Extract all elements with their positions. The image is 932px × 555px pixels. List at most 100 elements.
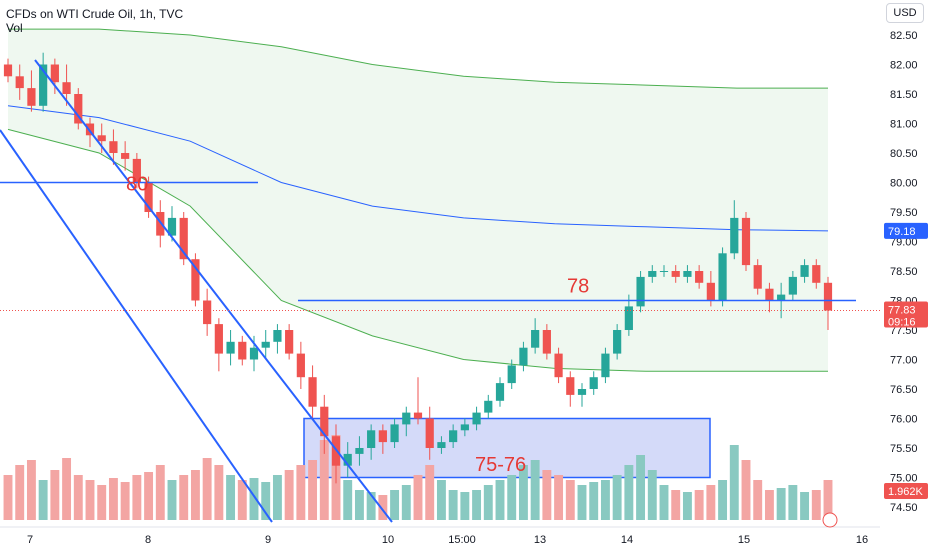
volume-bar: [565, 480, 575, 520]
volume-bar: [589, 482, 599, 520]
volume-bar: [73, 475, 83, 520]
candle-body: [144, 182, 153, 212]
volume-bar: [214, 465, 224, 520]
candle-body: [167, 217, 177, 236]
candle-body: [249, 347, 259, 360]
time-tick-label: 16: [856, 534, 868, 546]
volume-bar: [800, 492, 810, 520]
price-tick-label: 81.50: [890, 89, 918, 101]
candle-body: [554, 353, 563, 378]
price-tick-label: 80.50: [890, 148, 918, 160]
volume-bar: [554, 475, 564, 520]
candle-body: [519, 347, 528, 366]
volume-bar: [261, 482, 271, 520]
candle-body: [261, 341, 270, 348]
candle-body: [648, 271, 657, 277]
volume-bar: [401, 485, 411, 520]
volume-bar: [179, 475, 189, 520]
candle-body: [132, 158, 141, 183]
candle-body: [85, 123, 95, 136]
mid-value-badge: 79.18: [884, 222, 928, 239]
candle-body: [577, 389, 587, 395]
volume-bar: [577, 485, 587, 520]
candle-body: [308, 377, 317, 407]
envelope-mid-line: [7, 105, 829, 232]
volume-bar: [682, 492, 692, 520]
candle-body: [484, 400, 493, 413]
volume-bar: [284, 470, 294, 520]
volume-bar: [15, 465, 25, 520]
candle-body: [50, 64, 59, 83]
candle-body: [812, 265, 821, 283]
candle-body: [15, 76, 24, 89]
volume-bar: [237, 480, 247, 520]
candle-body: [296, 353, 305, 378]
candle-body: [285, 330, 294, 354]
volume-bar: [132, 475, 142, 520]
price-axis-bg: [882, 0, 932, 550]
volume-bar: [741, 460, 751, 520]
candle-body: [121, 153, 130, 159]
last-price-badge-text: 09:16: [888, 317, 916, 329]
volume-bar: [85, 480, 95, 520]
volume-bar: [97, 485, 107, 520]
last-price-badge-bg: [884, 301, 928, 328]
volume-bar: [612, 475, 622, 520]
volume-bar: [378, 495, 388, 520]
candle-body: [74, 94, 83, 124]
candle-body: [320, 406, 329, 437]
candle-body: [156, 212, 165, 236]
currency-button[interactable]: USD: [886, 3, 924, 23]
candle-body: [425, 418, 434, 448]
candle-body: [695, 271, 704, 283]
symbol-title[interactable]: CFDs on WTI Crude Oil, 1h, TVC: [6, 7, 184, 21]
time-tick-label: 15:00: [448, 534, 476, 546]
price-tick-label: 77.50: [890, 325, 918, 337]
volume-bar: [425, 465, 435, 520]
candle-body: [390, 424, 399, 443]
volume-bar: [729, 445, 739, 520]
volume-bar: [144, 472, 154, 520]
price-tick-label: 76.00: [890, 414, 918, 426]
time-tick-label: 7: [27, 534, 33, 546]
time-tick-label: 13: [534, 534, 546, 546]
candle-body: [636, 276, 645, 307]
price-tick-label: 79.50: [890, 207, 918, 219]
volume-bar: [296, 465, 306, 520]
candle-body: [472, 412, 481, 425]
volume-bar: [366, 492, 376, 520]
volume-bar: [319, 440, 329, 520]
volume-bar: [436, 480, 446, 520]
mid-value-badge-bg: [884, 222, 928, 239]
volume-bar: [753, 480, 763, 520]
candle-body: [109, 141, 118, 153]
volume-bar: [108, 478, 118, 520]
volume-indicator-label[interactable]: Vol: [6, 21, 23, 35]
volume-bar: [167, 480, 177, 520]
mid-value-badge-text: 79.18: [888, 226, 916, 238]
candle-body: [355, 448, 364, 454]
candle-body: [566, 377, 575, 395]
volume-bar: [226, 475, 236, 520]
candle-body: [659, 271, 669, 272]
volume-badge-text: 1.962K: [888, 486, 924, 498]
candle-body: [671, 271, 680, 277]
volume-bar: [460, 492, 470, 520]
candle-body: [718, 253, 727, 301]
candle-body: [753, 265, 762, 289]
volume-bar: [472, 490, 482, 520]
candle-body: [378, 430, 387, 443]
price-tick-label: 82.50: [890, 30, 918, 42]
volume-bar: [694, 490, 704, 520]
volume-bar: [600, 480, 610, 520]
volume-bar: [190, 470, 200, 520]
candle-body: [788, 276, 797, 295]
volume-bar: [272, 475, 282, 520]
volume-bar: [636, 455, 646, 520]
candle-body: [613, 330, 622, 354]
price-tick-label: 76.50: [890, 384, 918, 396]
envelope-upper-line: [8, 28, 828, 89]
volume-bar: [671, 490, 681, 520]
